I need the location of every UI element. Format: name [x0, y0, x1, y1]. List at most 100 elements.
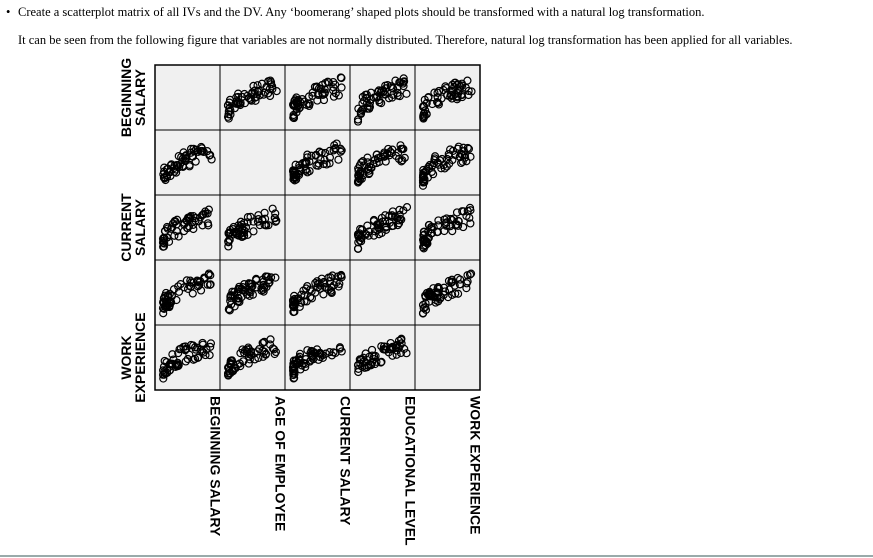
- point-glyph: [375, 98, 384, 107]
- point-glyph: [206, 271, 215, 280]
- point-glyph: [289, 168, 298, 177]
- point-glyph: [377, 342, 386, 351]
- point-glyph: [189, 224, 198, 234]
- point-glyph: [249, 227, 258, 236]
- point-glyph: [452, 95, 462, 104]
- point-glyph: [191, 216, 200, 225]
- point-glyph: [254, 215, 263, 224]
- point-glyph: [454, 142, 463, 151]
- point-glyph: [444, 276, 454, 286]
- point-glyph: [369, 354, 378, 364]
- column-label: WORK EXPERIENCE: [468, 396, 484, 534]
- point-glyph: [252, 283, 261, 292]
- point-glyph: [385, 345, 394, 354]
- point-glyph: [174, 287, 184, 296]
- cell: [284, 194, 351, 261]
- point-glyph: [158, 304, 168, 313]
- point-glyph: [186, 276, 195, 285]
- cell-points: [224, 204, 281, 251]
- point-glyph: [424, 164, 434, 173]
- point-glyph: [197, 147, 206, 156]
- point-glyph: [185, 213, 194, 222]
- point-glyph: [466, 219, 475, 228]
- cell-points: [353, 141, 409, 187]
- point-glyph: [271, 209, 280, 218]
- point-glyph: [291, 95, 300, 104]
- point-glyph: [354, 232, 363, 241]
- point-glyph: [440, 226, 449, 236]
- point-glyph: [433, 98, 442, 107]
- point-glyph: [447, 215, 457, 225]
- point-glyph: [188, 289, 197, 298]
- point-glyph: [421, 299, 430, 308]
- point-glyph: [395, 205, 404, 215]
- point-glyph: [434, 216, 443, 225]
- row-label: SALARY: [132, 68, 148, 126]
- point-glyph: [434, 221, 443, 230]
- point-glyph: [320, 89, 329, 98]
- point-glyph: [203, 209, 212, 218]
- point-glyph: [305, 99, 314, 109]
- point-glyph: [452, 80, 462, 89]
- point-glyph: [263, 89, 273, 98]
- point-glyph: [271, 347, 280, 357]
- column-label: EDUCATIONAL LEVEL: [403, 396, 419, 546]
- row-label: CURRENT: [118, 193, 134, 262]
- point-glyph: [402, 349, 411, 358]
- point-glyph: [243, 348, 252, 357]
- point-glyph: [272, 87, 281, 96]
- point-glyph: [428, 99, 437, 109]
- point-glyph: [466, 152, 475, 161]
- point-glyph: [312, 345, 322, 354]
- point-glyph: [185, 350, 194, 359]
- point-glyph: [239, 286, 248, 295]
- point-glyph: [234, 221, 243, 230]
- point-glyph: [363, 221, 372, 230]
- point-glyph: [234, 89, 243, 98]
- point-glyph: [183, 354, 192, 364]
- point-glyph: [395, 92, 404, 101]
- point-glyph: [195, 278, 204, 287]
- point-glyph: [400, 153, 409, 162]
- point-glyph: [387, 83, 396, 92]
- cell-points: [288, 270, 346, 317]
- point-glyph: [359, 104, 368, 114]
- cell-points: [418, 203, 475, 253]
- point-glyph: [224, 237, 233, 246]
- cell-points: [418, 269, 476, 318]
- point-glyph: [230, 291, 239, 300]
- point-glyph: [253, 347, 262, 356]
- point-glyph: [182, 276, 191, 285]
- point-glyph: [427, 292, 436, 301]
- point-glyph: [254, 87, 263, 97]
- point-glyph: [268, 82, 277, 91]
- bullet-marker: •: [6, 5, 11, 19]
- point-glyph: [455, 280, 464, 289]
- point-glyph: [225, 235, 234, 244]
- point-glyph: [172, 160, 181, 170]
- point-glyph: [203, 219, 213, 228]
- point-glyph: [174, 232, 183, 241]
- point-glyph: [249, 217, 258, 226]
- point-glyph: [385, 218, 394, 227]
- point-glyph: [178, 154, 188, 163]
- point-glyph: [424, 93, 433, 102]
- point-glyph: [319, 290, 328, 299]
- point-glyph: [324, 285, 333, 294]
- point-glyph: [266, 273, 276, 282]
- point-glyph: [193, 282, 202, 291]
- point-glyph: [446, 92, 455, 101]
- point-glyph: [358, 99, 367, 108]
- point-glyph: [159, 362, 169, 371]
- point-glyph: [399, 82, 408, 91]
- point-glyph: [164, 291, 173, 300]
- point-glyph: [376, 88, 385, 97]
- point-glyph: [260, 208, 269, 217]
- point-glyph: [295, 349, 305, 358]
- point-glyph: [258, 215, 267, 224]
- point-glyph: [381, 90, 390, 99]
- point-glyph: [363, 164, 372, 174]
- point-glyph: [419, 227, 428, 236]
- cell: [219, 129, 286, 196]
- point-glyph: [327, 287, 336, 297]
